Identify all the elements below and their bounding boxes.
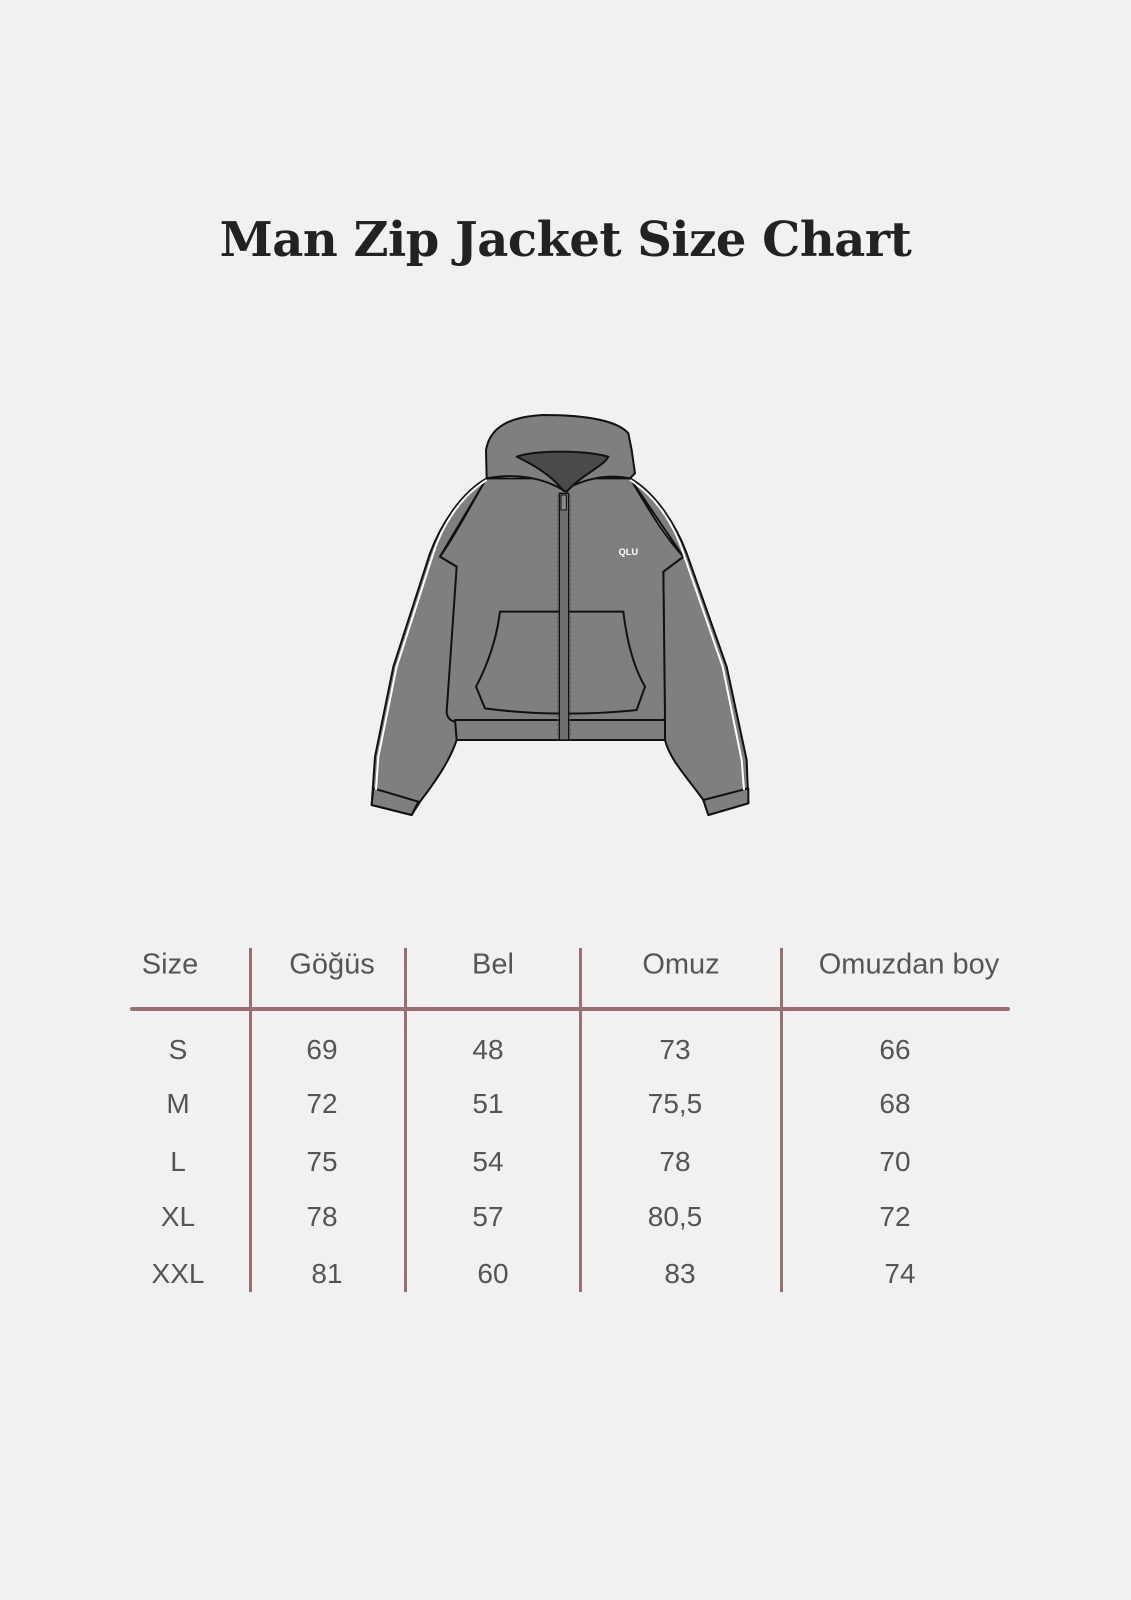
left-cuff xyxy=(370,787,420,816)
cell-gogus: 78 xyxy=(306,1201,338,1232)
cell-omuz: 80,5 xyxy=(647,1201,703,1232)
zip-jacket-illustration: QLU xyxy=(370,414,750,816)
page-title: Man Zip Jacket Size Chart xyxy=(219,212,912,268)
header-bel: Bel xyxy=(472,948,514,981)
hood-inner xyxy=(515,450,610,493)
cell-omuz: 73 xyxy=(659,1034,691,1065)
cell-omuz: 83 xyxy=(664,1258,696,1289)
cell-bel: 48 xyxy=(472,1034,504,1065)
brand-logo: QLU xyxy=(618,547,638,557)
header-omuzdan-boy: Omuzdan boy xyxy=(818,948,1000,981)
header-gogus: Göğüs xyxy=(289,948,375,981)
cell-bel: 57 xyxy=(472,1201,504,1232)
header-divider xyxy=(130,1007,1010,1011)
cell-gogus: 75 xyxy=(306,1146,338,1177)
zipper xyxy=(558,492,570,741)
cell-size: XL xyxy=(160,1201,196,1232)
cell-size: XXL xyxy=(151,1258,205,1289)
cell-omuzdan-boy: 72 xyxy=(879,1201,911,1232)
cell-omuz: 75,5 xyxy=(647,1088,703,1119)
cell-size: S xyxy=(168,1034,188,1065)
header-omuz: Omuz xyxy=(642,948,720,981)
cell-gogus: 69 xyxy=(306,1034,338,1065)
cell-bel: 54 xyxy=(472,1146,504,1177)
left-piping xyxy=(375,479,488,791)
header-size: Size xyxy=(141,948,199,981)
cell-omuzdan-boy: 70 xyxy=(879,1146,911,1177)
zipper-pull xyxy=(560,494,567,511)
right-piping xyxy=(629,479,745,791)
cell-omuzdan-boy: 68 xyxy=(879,1088,911,1119)
column-divider xyxy=(579,948,582,1292)
column-divider xyxy=(404,948,407,1292)
cell-size: M xyxy=(166,1088,190,1119)
cell-size: L xyxy=(170,1146,186,1177)
cell-bel: 60 xyxy=(477,1258,509,1289)
column-divider xyxy=(780,948,783,1292)
right-cuff xyxy=(702,787,750,816)
cell-gogus: 81 xyxy=(311,1258,343,1289)
column-divider xyxy=(249,948,252,1292)
cell-bel: 51 xyxy=(472,1088,504,1119)
cell-omuz: 78 xyxy=(659,1146,691,1177)
cell-omuzdan-boy: 66 xyxy=(879,1034,911,1065)
cell-omuzdan-boy: 74 xyxy=(884,1258,916,1289)
cell-gogus: 72 xyxy=(306,1088,338,1119)
